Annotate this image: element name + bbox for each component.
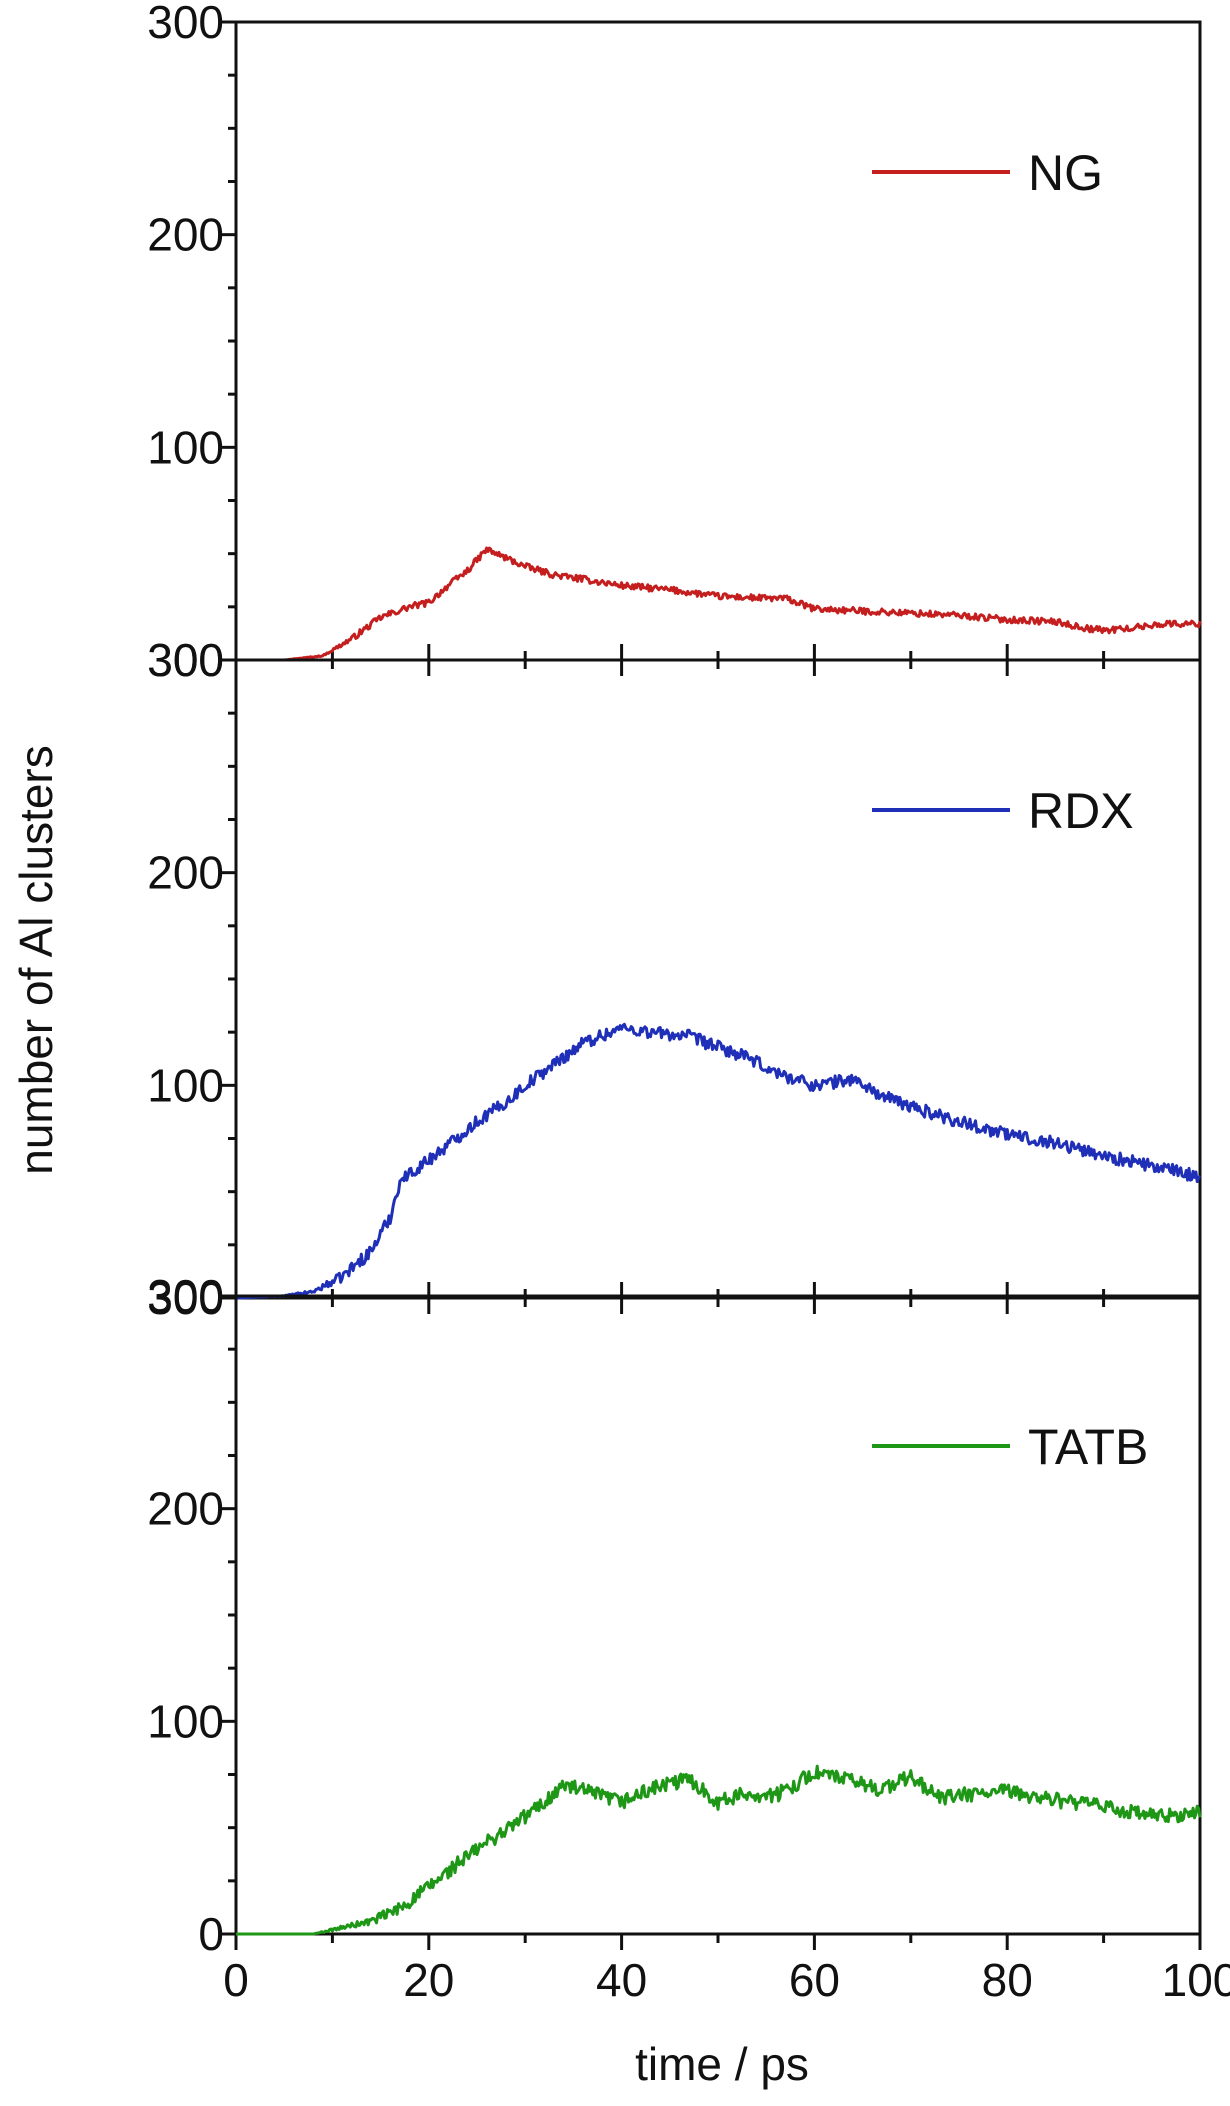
x-tick-label: 0 bbox=[223, 1954, 249, 2006]
panel-frame bbox=[234, 658, 1202, 1300]
panel-frame bbox=[234, 1294, 1202, 1936]
y-tick-label: 300 bbox=[147, 1270, 224, 1322]
series-line-rdx bbox=[235, 1022, 1202, 1300]
legend-label: NG bbox=[1028, 145, 1103, 201]
y-tick-label: 100 bbox=[147, 1695, 224, 1747]
panels: 300100200300NG300100200300RDX01002003000… bbox=[147, 0, 1230, 2006]
x-tick-label: 40 bbox=[596, 1954, 647, 2006]
series-line-tatb bbox=[235, 1764, 1202, 1936]
y-tick-label: 100 bbox=[147, 421, 224, 473]
legend-label: RDX bbox=[1028, 783, 1134, 839]
x-tick-label: 80 bbox=[982, 1954, 1033, 2006]
x-tick-label: 100 bbox=[1162, 1954, 1230, 2006]
x-axis-title: time / ps bbox=[635, 2038, 809, 2090]
series-line-ng bbox=[235, 546, 1202, 662]
x-tick-label: 60 bbox=[789, 1954, 840, 2006]
y-tick-label: 100 bbox=[147, 1059, 224, 1111]
y-tick-label: 200 bbox=[147, 209, 224, 261]
y-tick-label: 300 bbox=[147, 634, 224, 686]
panel-tatb: 0 100 200 300 0 20 40 60 80 100 TATB bbox=[147, 1270, 1230, 2006]
y-tick-label: 300 bbox=[147, 1272, 224, 1324]
y-tick-label: 200 bbox=[147, 1483, 224, 1535]
legend-label: TATB bbox=[1028, 1419, 1148, 1475]
y-tick-label: 300 bbox=[147, 634, 224, 686]
panel-frame bbox=[234, 20, 1202, 662]
panel-rdx: 300 100 200 300 RDX bbox=[147, 634, 1202, 1324]
y-axis-title: number of Al clusters bbox=[10, 745, 62, 1175]
y-tick-label: 200 bbox=[147, 847, 224, 899]
y-tick-label: 300 bbox=[147, 0, 224, 48]
x-tick-label: 20 bbox=[403, 1954, 454, 2006]
y-tick-label: 0 bbox=[198, 1908, 224, 1960]
panel-ng: 300 100 200 300 NG bbox=[147, 0, 1202, 686]
